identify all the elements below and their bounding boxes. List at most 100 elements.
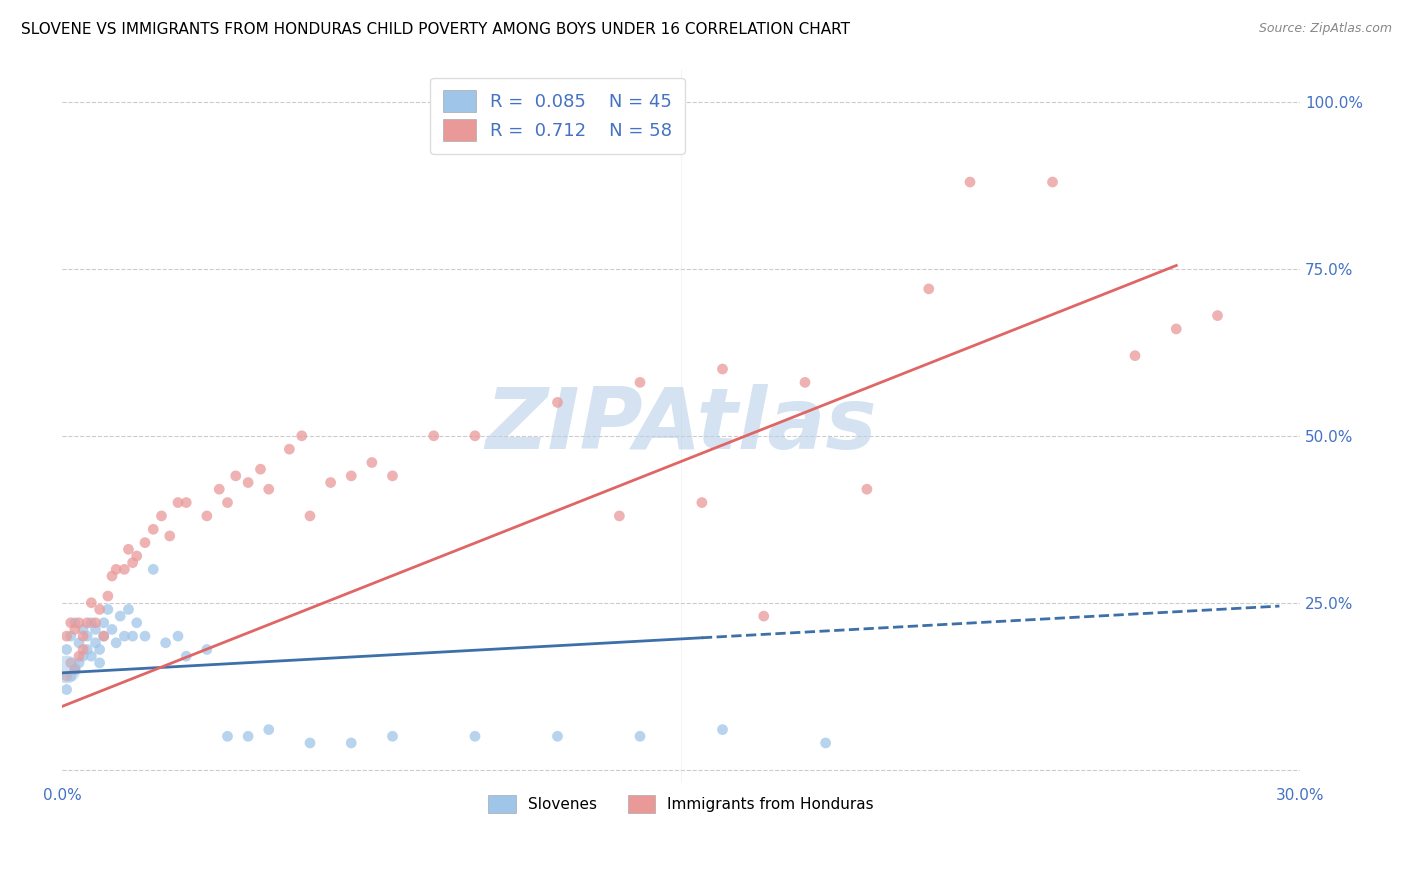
Point bbox=[794, 376, 817, 390]
Point bbox=[97, 589, 120, 603]
Point bbox=[72, 642, 94, 657]
Point bbox=[423, 429, 446, 443]
Point bbox=[117, 602, 139, 616]
Point bbox=[159, 529, 181, 543]
Point bbox=[217, 495, 239, 509]
Point bbox=[959, 175, 981, 189]
Point bbox=[101, 623, 124, 637]
Point bbox=[609, 508, 631, 523]
Point bbox=[752, 609, 775, 624]
Point bbox=[195, 642, 218, 657]
Point bbox=[257, 482, 280, 496]
Point bbox=[63, 615, 86, 630]
Point bbox=[76, 615, 98, 630]
Point bbox=[690, 495, 713, 509]
Point bbox=[121, 629, 143, 643]
Point bbox=[236, 729, 259, 743]
Point bbox=[167, 629, 190, 643]
Point bbox=[105, 636, 128, 650]
Point bbox=[134, 535, 156, 549]
Point bbox=[55, 682, 77, 697]
Point bbox=[55, 663, 77, 677]
Point bbox=[101, 569, 124, 583]
Point bbox=[547, 395, 569, 409]
Point bbox=[814, 736, 837, 750]
Point bbox=[76, 642, 98, 657]
Point bbox=[711, 362, 734, 376]
Point bbox=[217, 729, 239, 743]
Point bbox=[155, 636, 177, 650]
Point bbox=[80, 649, 103, 664]
Point bbox=[59, 629, 82, 643]
Point bbox=[72, 623, 94, 637]
Point bbox=[63, 663, 86, 677]
Point bbox=[125, 615, 148, 630]
Point bbox=[1166, 322, 1188, 336]
Point bbox=[142, 562, 165, 576]
Point bbox=[464, 729, 486, 743]
Point bbox=[84, 615, 107, 630]
Point bbox=[918, 282, 941, 296]
Point bbox=[249, 462, 271, 476]
Point bbox=[278, 442, 301, 457]
Point bbox=[381, 468, 404, 483]
Point bbox=[105, 562, 128, 576]
Point bbox=[112, 562, 135, 576]
Point bbox=[167, 495, 190, 509]
Point bbox=[174, 649, 197, 664]
Point bbox=[117, 542, 139, 557]
Point bbox=[55, 629, 77, 643]
Point bbox=[63, 663, 86, 677]
Point bbox=[381, 729, 404, 743]
Point bbox=[464, 429, 486, 443]
Point bbox=[298, 736, 321, 750]
Point bbox=[257, 723, 280, 737]
Point bbox=[174, 495, 197, 509]
Point bbox=[89, 602, 111, 616]
Point bbox=[59, 669, 82, 683]
Point bbox=[298, 508, 321, 523]
Point bbox=[1042, 175, 1064, 189]
Text: Source: ZipAtlas.com: Source: ZipAtlas.com bbox=[1258, 22, 1392, 36]
Point bbox=[319, 475, 342, 490]
Point bbox=[84, 636, 107, 650]
Point bbox=[711, 723, 734, 737]
Point bbox=[125, 549, 148, 563]
Point bbox=[97, 602, 120, 616]
Point bbox=[59, 656, 82, 670]
Point bbox=[55, 642, 77, 657]
Point bbox=[110, 609, 132, 624]
Text: SLOVENE VS IMMIGRANTS FROM HONDURAS CHILD POVERTY AMONG BOYS UNDER 16 CORRELATIO: SLOVENE VS IMMIGRANTS FROM HONDURAS CHIL… bbox=[21, 22, 851, 37]
Point bbox=[1206, 309, 1229, 323]
Point bbox=[89, 642, 111, 657]
Text: ZIPAtlas: ZIPAtlas bbox=[485, 384, 877, 467]
Point bbox=[67, 615, 90, 630]
Point bbox=[628, 729, 651, 743]
Point bbox=[856, 482, 879, 496]
Point bbox=[340, 468, 363, 483]
Point bbox=[225, 468, 247, 483]
Point bbox=[121, 556, 143, 570]
Point bbox=[134, 629, 156, 643]
Point bbox=[208, 482, 231, 496]
Point bbox=[628, 376, 651, 390]
Point bbox=[67, 636, 90, 650]
Point bbox=[142, 522, 165, 536]
Point bbox=[195, 508, 218, 523]
Point bbox=[72, 649, 94, 664]
Point bbox=[80, 615, 103, 630]
Point bbox=[150, 508, 173, 523]
Point bbox=[72, 629, 94, 643]
Point bbox=[93, 629, 115, 643]
Point bbox=[360, 456, 382, 470]
Point bbox=[112, 629, 135, 643]
Point bbox=[63, 623, 86, 637]
Point bbox=[340, 736, 363, 750]
Point bbox=[67, 656, 90, 670]
Legend: Slovenes, Immigrants from Honduras: Slovenes, Immigrants from Honduras bbox=[477, 782, 886, 825]
Point bbox=[547, 729, 569, 743]
Point bbox=[84, 623, 107, 637]
Point bbox=[93, 629, 115, 643]
Point bbox=[55, 669, 77, 683]
Point bbox=[93, 615, 115, 630]
